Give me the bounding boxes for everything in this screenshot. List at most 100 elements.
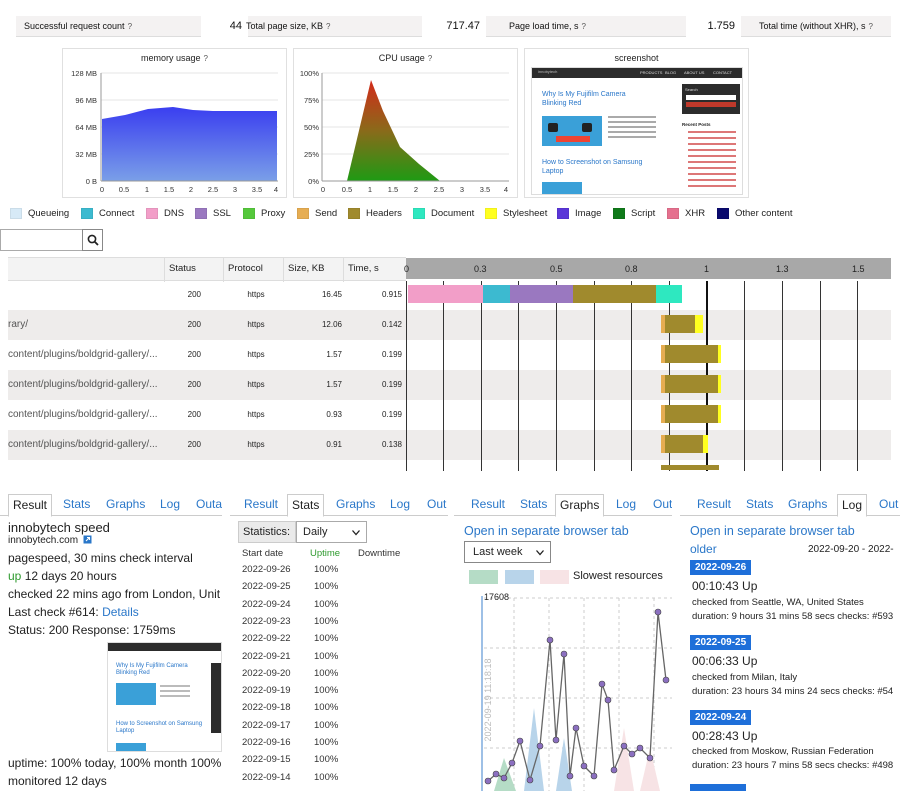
log-date-badge (690, 784, 746, 791)
search-input[interactable] (0, 229, 82, 251)
tab-stats[interactable]: Stats (63, 497, 91, 511)
external-link-icon[interactable] (83, 535, 92, 544)
stats-panel-tabs: Result Stats Graphs Log Out (230, 494, 448, 517)
legend-item: Other content (717, 205, 793, 221)
cpu-ytick: 100% (300, 69, 320, 78)
waterfall-gridline (443, 281, 444, 471)
legend-swatch (81, 207, 93, 219)
tab-graphs[interactable]: Graphs (555, 494, 605, 517)
tab-outages[interactable]: Out (653, 497, 672, 511)
row-status: 200 (187, 320, 201, 329)
tab-log[interactable]: Log (616, 497, 637, 511)
tab-graphs[interactable]: Graphs (336, 497, 376, 511)
stats-row-uptime: 100% (314, 685, 339, 697)
mem-xtick: 1 (145, 185, 149, 194)
log-uptime: 00:10:43 Up (692, 579, 758, 593)
stat-total-time-label: Total time (without XHR), s? (759, 21, 873, 31)
legend-swatch (413, 207, 425, 219)
open-new-tab-link[interactable]: Open in separate browser tab (464, 524, 629, 538)
row-time: 0.199 (381, 410, 402, 419)
monitor-domain[interactable]: innobytech.com (8, 535, 92, 546)
tab-graphs[interactable]: Graphs (788, 497, 828, 511)
row-url[interactable]: rary/ (8, 319, 28, 330)
open-new-tab-link[interactable]: Open in separate browser tab (690, 524, 855, 538)
uptime-status: up 12 days 20 hours (8, 569, 117, 583)
tab-result[interactable]: Result (471, 497, 506, 511)
summary-stats-bar: Successful request count? 44 Total page … (16, 16, 891, 37)
result-screenshot-thumbnail[interactable]: Why Is My Fujifilm Camera Blinking Red H… (107, 642, 222, 752)
legend-swatch (667, 207, 679, 219)
tab-stats[interactable]: Stats (746, 497, 774, 511)
waterfall-gridline (594, 281, 595, 471)
monitor-title: innobytech speed (8, 520, 110, 535)
bar-headers (665, 405, 718, 423)
table-row[interactable]: 200 https 16.45 0.915 (8, 280, 891, 310)
screenshot-title: screenshot (614, 53, 659, 63)
stats-row-date: 2022-09-14 (242, 771, 291, 783)
row-protocol: https (247, 350, 265, 359)
statistics-period-select[interactable]: Daily (296, 521, 367, 543)
tab-result[interactable]: Result (8, 494, 53, 517)
bar-stylesheet (695, 315, 703, 333)
stat-page-size-label: Total page size, KB? (246, 21, 331, 31)
tab-graphs[interactable]: Graphs (106, 497, 146, 511)
graph-period-select[interactable]: Last week (464, 541, 551, 563)
tab-result[interactable]: Result (244, 497, 279, 511)
tab-outages[interactable]: Out (879, 497, 899, 511)
axis-tick: 0.8 (625, 264, 638, 274)
older-link[interactable]: older (690, 542, 717, 556)
tab-outages[interactable]: Outa (196, 497, 222, 511)
bar-headers (665, 375, 718, 393)
log-date-badge: 2022-09-26 (690, 560, 752, 575)
details-link[interactable]: Details (102, 605, 139, 619)
screenshot-thumbnail[interactable]: innobytech PRODUCTS BLOG ABOUT US CONTAC… (531, 67, 743, 195)
memory-usage-title: memory usage? (141, 53, 208, 63)
row-time: 0.142 (381, 320, 402, 329)
cpu-ytick: 75% (304, 96, 319, 105)
waterfall-gridline (481, 281, 482, 471)
cpu-xtick: 0.5 (342, 185, 352, 194)
result-panel: Result Stats Graphs Log Outa innobytech … (0, 484, 222, 791)
col-protocol[interactable]: Protocol (223, 258, 283, 282)
stats-row-uptime: 100% (314, 771, 339, 783)
row-protocol: https (247, 380, 265, 389)
cpu-xtick: 2 (414, 185, 418, 194)
table-row[interactable]: content/plugins/boldgrid-gallery/... 200… (8, 430, 891, 460)
legend-swatch (613, 207, 625, 219)
search-button[interactable] (82, 229, 103, 251)
axis-tick: 0.5 (550, 264, 563, 274)
legend-item: Queueing (10, 205, 69, 221)
graph-legend-swatch-green[interactable] (469, 570, 498, 584)
col-time[interactable]: Time, s (343, 258, 406, 282)
cpu-xtick: 3.5 (480, 185, 490, 194)
graph-legend-swatch-blue[interactable] (505, 570, 534, 584)
tab-stats[interactable]: Stats (520, 497, 548, 511)
thumb-recent-posts-title: Recent Posts (682, 122, 711, 127)
row-url[interactable]: content/plugins/boldgrid-gallery/... (8, 349, 158, 360)
tab-log[interactable]: Log (160, 497, 181, 511)
stats-col-uptime: Uptime (310, 548, 341, 559)
table-row[interactable]: content/plugins/boldgrid-gallery/... 200… (8, 340, 891, 370)
graph-legend-swatch-pink[interactable] (540, 570, 569, 584)
row-url[interactable]: content/plugins/boldgrid-gallery/... (8, 409, 158, 420)
table-row[interactable]: rary/ 200 https 12.06 0.142 (8, 310, 891, 340)
cpu-ytick: 0% (308, 177, 319, 186)
axis-tick: 1.3 (776, 264, 789, 274)
table-row[interactable]: content/plugins/boldgrid-gallery/... 200… (8, 400, 891, 430)
tab-result[interactable]: Result (697, 497, 732, 511)
tab-stats[interactable]: Stats (287, 494, 325, 517)
col-size[interactable]: Size, KB (283, 258, 343, 282)
col-status[interactable]: Status (164, 258, 223, 282)
tab-outages[interactable]: Out (427, 497, 447, 511)
table-row[interactable]: content/plugins/boldgrid-gallery/... 200… (8, 370, 891, 400)
stats-row-uptime: 100% (314, 702, 339, 714)
row-url[interactable]: content/plugins/boldgrid-gallery/... (8, 439, 158, 450)
row-url[interactable]: content/plugins/boldgrid-gallery/... (8, 379, 158, 390)
legend-swatch (146, 207, 158, 219)
log-checked-from: checked from Milan, Italy (692, 672, 798, 683)
row-url[interactable] (8, 280, 163, 310)
mem-ytick: 96 MB (75, 96, 97, 105)
tab-log[interactable]: Log (837, 494, 868, 517)
tab-log[interactable]: Log (390, 497, 411, 511)
screenshot-card[interactable]: screenshot innobytech PRODUCTS BLOG ABOU… (524, 48, 749, 198)
